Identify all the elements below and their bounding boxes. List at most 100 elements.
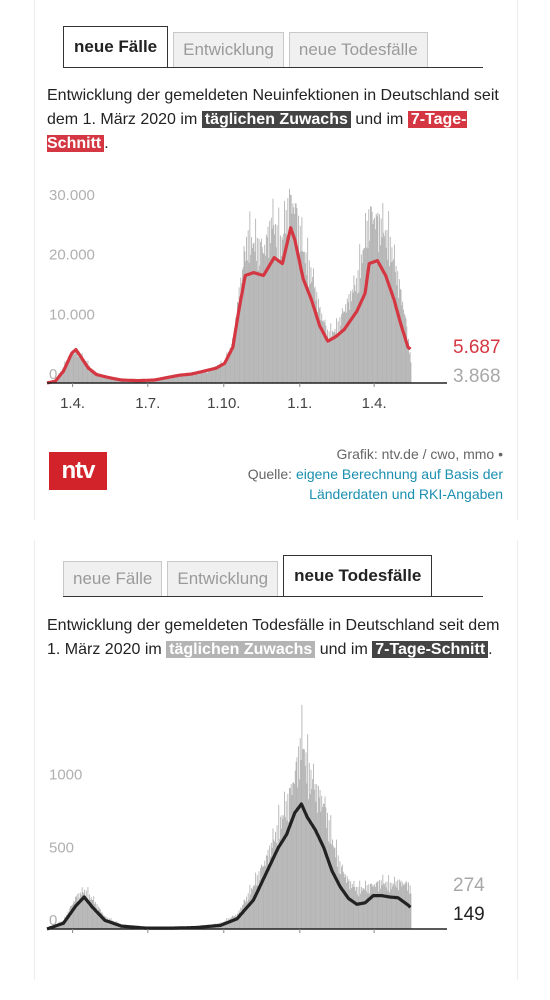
daily-bar xyxy=(91,899,93,929)
daily-bar xyxy=(180,375,181,383)
daily-bar xyxy=(111,378,113,383)
daily-bar xyxy=(410,362,412,383)
tab-underline xyxy=(63,67,483,68)
daily-bar xyxy=(350,881,352,929)
daily-bar xyxy=(394,272,396,383)
daily-bar xyxy=(313,288,315,383)
daily-bar xyxy=(310,267,312,383)
daily-bar xyxy=(233,915,235,929)
tab-new-deaths[interactable]: neue Todesfälle xyxy=(288,32,428,68)
daily-bar xyxy=(73,351,75,383)
desc-text: und im xyxy=(350,111,408,128)
daily-bar xyxy=(327,343,329,383)
daily-bar xyxy=(373,219,375,383)
daily-bar xyxy=(228,356,230,383)
daily-bar xyxy=(395,881,397,929)
daily-bar xyxy=(117,379,119,383)
daily-bar xyxy=(159,378,161,383)
daily-bar xyxy=(204,371,206,383)
tab-development[interactable]: Entwicklung xyxy=(173,32,284,68)
daily-bar xyxy=(331,336,333,383)
daily-bar xyxy=(65,365,67,383)
daily-bar xyxy=(99,909,101,929)
daily-bar xyxy=(246,236,247,383)
daily-bar xyxy=(398,890,399,929)
daily-bar xyxy=(375,882,377,929)
daily-bar xyxy=(265,234,267,383)
source-link[interactable]: eigene Berechnung auf Basis der Länderda… xyxy=(295,466,503,502)
daily-bar xyxy=(376,216,378,383)
daily-bar xyxy=(155,380,157,383)
daily-bar xyxy=(317,298,319,383)
daily-bar xyxy=(374,217,376,383)
daily-bar xyxy=(220,360,222,383)
daily-bar xyxy=(178,377,180,383)
daily-bar xyxy=(163,378,165,383)
daily-bar xyxy=(81,887,83,929)
daily-bar xyxy=(365,247,367,383)
daily-bar xyxy=(369,240,371,383)
daily-bar xyxy=(381,237,383,383)
daily-bar xyxy=(94,371,96,383)
daily-bar xyxy=(187,376,189,383)
ntv-logo[interactable]: ntv xyxy=(49,452,107,490)
daily-bar xyxy=(97,910,99,929)
daily-bar xyxy=(337,855,339,929)
daily-bar xyxy=(269,845,271,929)
daily-bar xyxy=(334,847,336,929)
daily-bar xyxy=(184,375,186,383)
daily-bar xyxy=(99,908,100,929)
daily-bar xyxy=(80,895,82,929)
daily-bar xyxy=(85,363,86,383)
daily-bar xyxy=(305,752,307,929)
daily-bar xyxy=(298,252,300,383)
daily-bar xyxy=(304,765,306,929)
tab-new-cases[interactable]: neue Fälle xyxy=(63,26,169,68)
daily-bar xyxy=(71,905,73,929)
daily-bar xyxy=(367,893,369,929)
daily-bar xyxy=(66,360,67,383)
daily-bar xyxy=(299,225,301,383)
daily-bar xyxy=(281,236,283,383)
daily-bar xyxy=(337,321,339,383)
daily-bar xyxy=(203,372,205,383)
daily-bar xyxy=(315,300,317,383)
daily-bar xyxy=(241,283,243,383)
daily-bar xyxy=(108,920,110,929)
daily-bar xyxy=(65,918,67,929)
daily-bar xyxy=(261,866,263,929)
daily-bar xyxy=(335,333,337,383)
daily-bar xyxy=(104,915,105,929)
daily-bar xyxy=(345,304,347,383)
daily-bar xyxy=(79,898,81,929)
daily-bar xyxy=(230,918,232,929)
daily-bar xyxy=(371,884,373,929)
daily-bar xyxy=(238,287,240,383)
daily-bar xyxy=(384,230,386,383)
tab-new-cases[interactable]: neue Fälle xyxy=(63,561,163,597)
daily-bar xyxy=(283,815,285,929)
daily-bar xyxy=(365,212,366,383)
daily-bar xyxy=(391,882,393,929)
daily-bar xyxy=(157,379,159,383)
daily-bar xyxy=(200,371,202,383)
daily-bar xyxy=(94,372,95,383)
daily-bar xyxy=(66,916,68,929)
daily-bar xyxy=(305,252,307,383)
daily-bar xyxy=(217,364,219,383)
daily-bar xyxy=(289,788,291,929)
daily-bar xyxy=(313,268,314,383)
daily-bar xyxy=(329,843,331,929)
daily-bar xyxy=(227,359,228,383)
daily-bar xyxy=(398,279,400,383)
daily-bar xyxy=(327,841,329,929)
daily-bar xyxy=(389,236,391,383)
daily-bar xyxy=(105,917,107,929)
daily-bar xyxy=(295,762,297,929)
daily-bar xyxy=(198,374,200,383)
daily-bar xyxy=(205,372,207,383)
tab-new-deaths[interactable]: neue Todesfälle xyxy=(283,555,433,597)
tab-development[interactable]: Entwicklung xyxy=(167,561,279,597)
end-value-label: 149 xyxy=(453,904,485,925)
daily-bar xyxy=(98,373,100,383)
